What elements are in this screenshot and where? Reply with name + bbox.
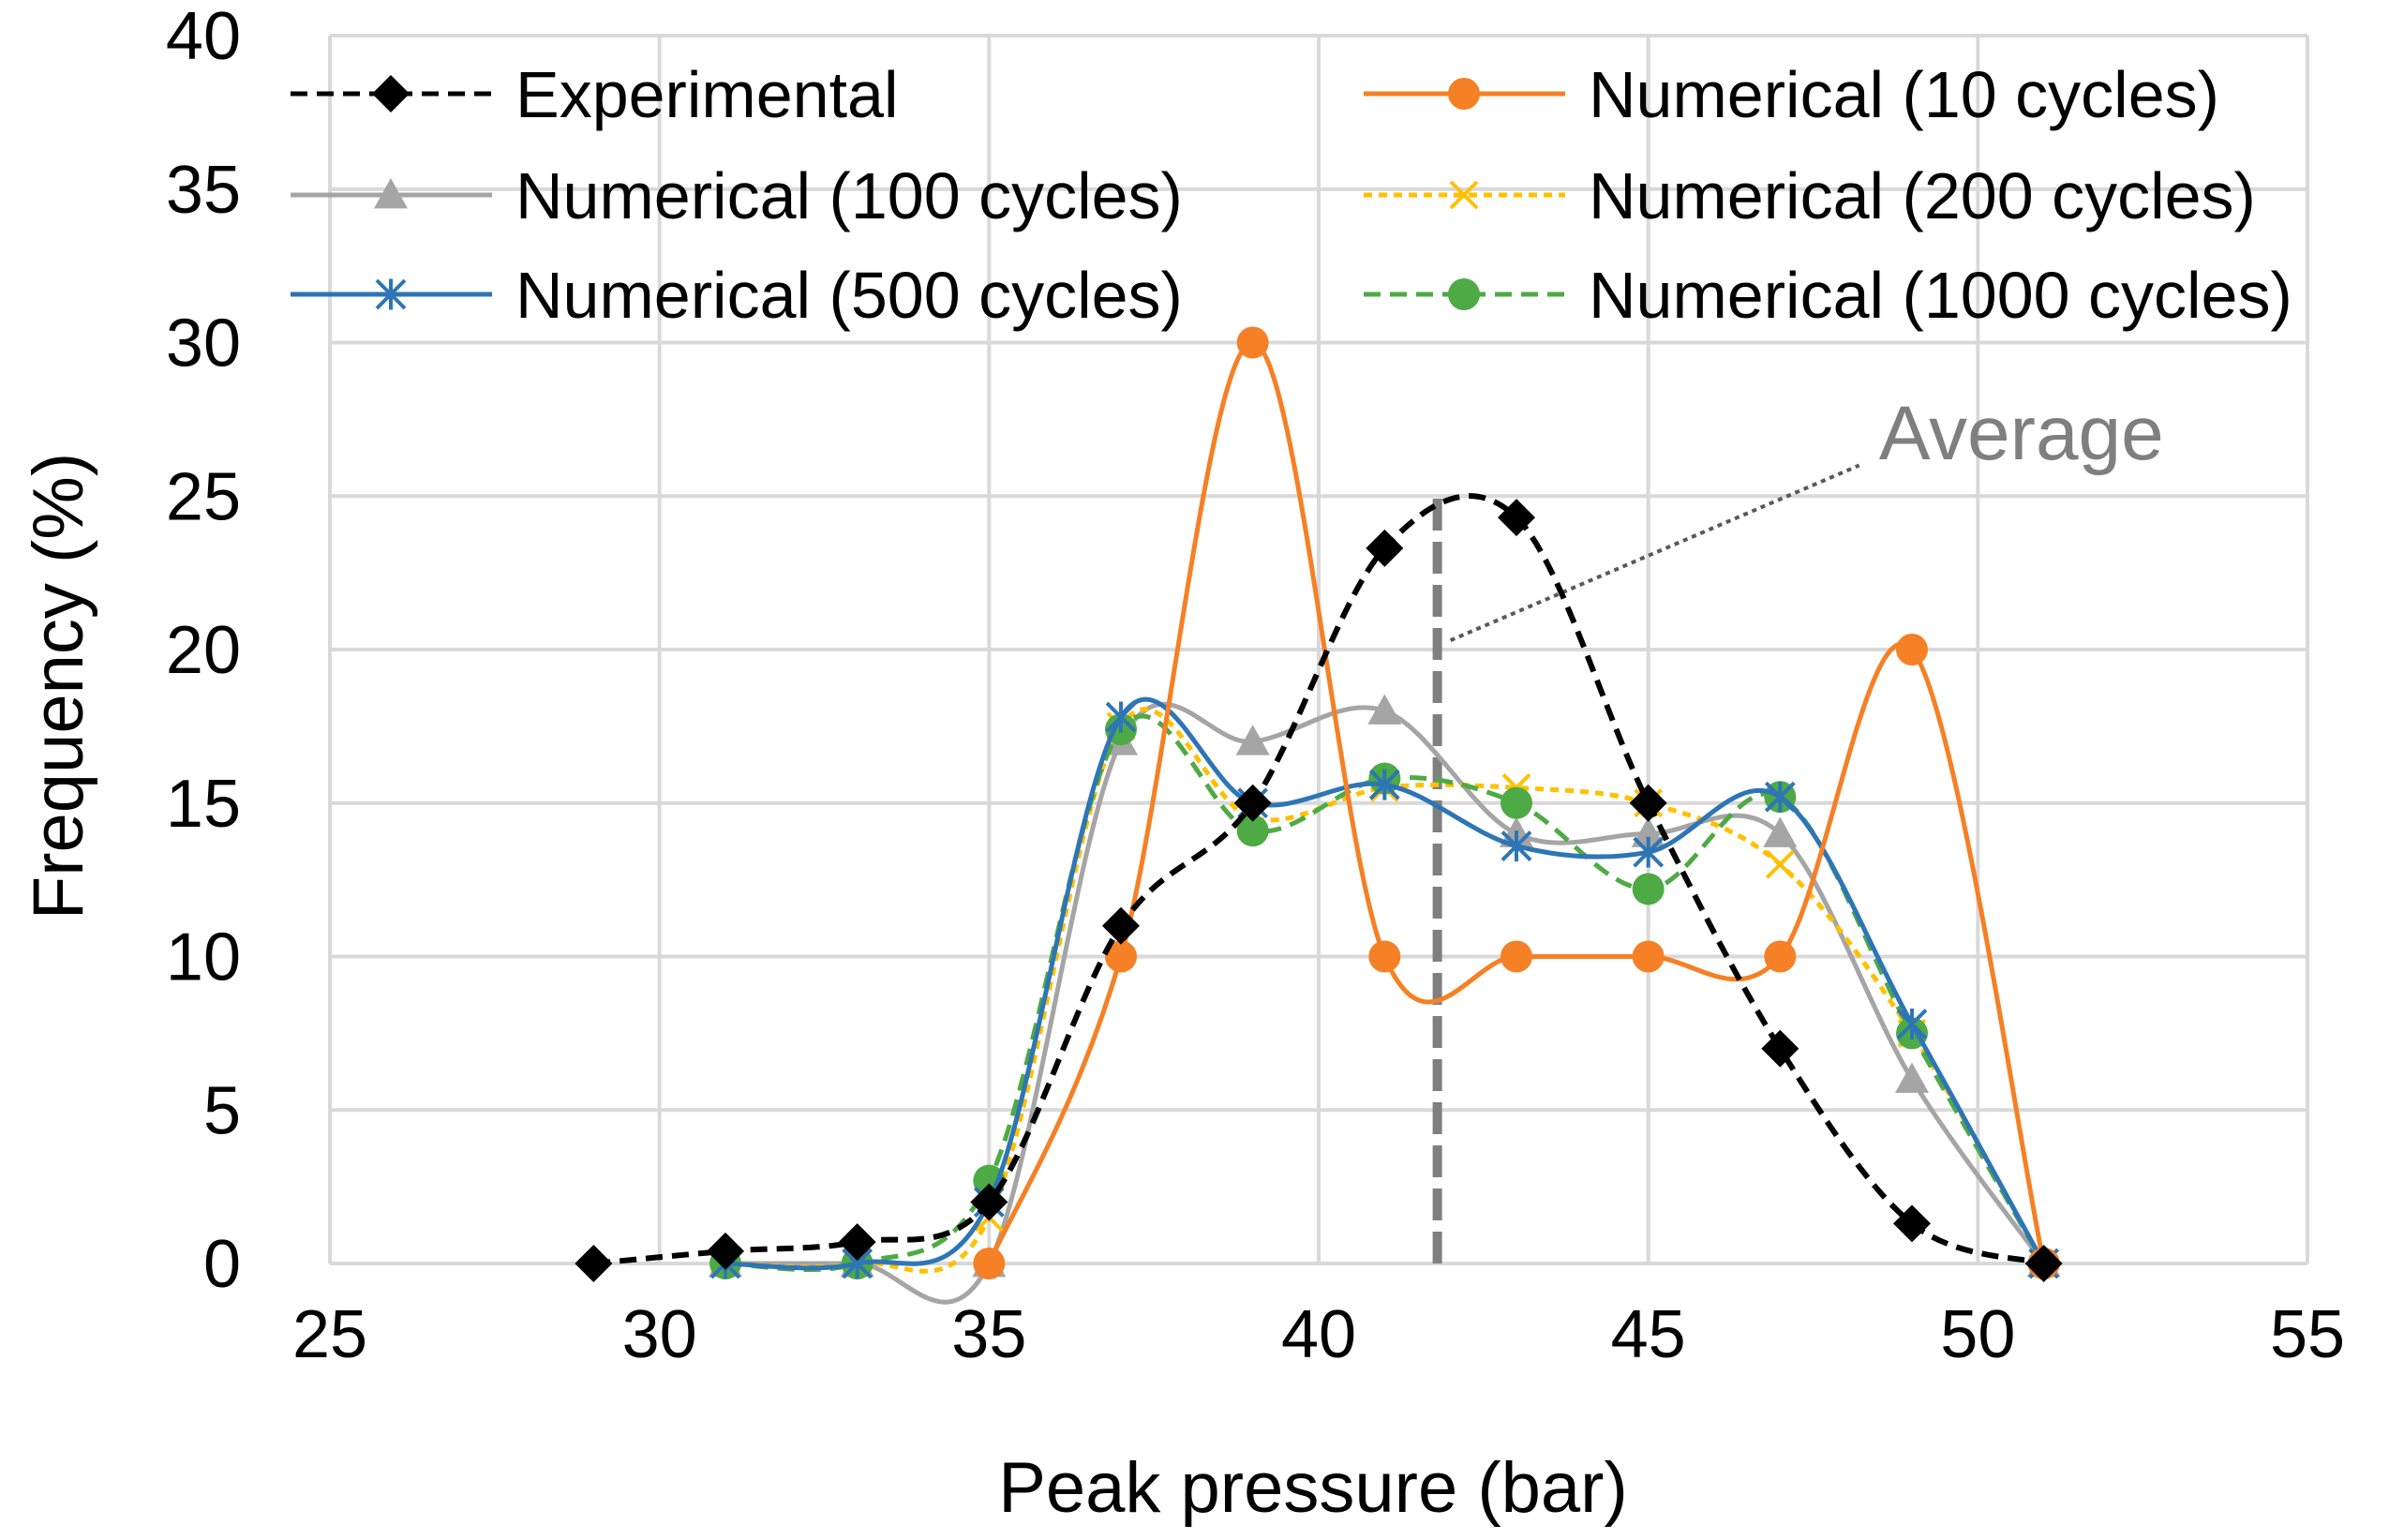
- point-0-7: [1498, 499, 1535, 537]
- point-2-7: [1631, 816, 1665, 847]
- legend-item-0: Experimental: [291, 58, 899, 131]
- x-tick-label-2: 35: [951, 1297, 1026, 1372]
- y-tick-label-5: 25: [166, 459, 241, 534]
- point-4-6: [1501, 830, 1532, 862]
- y-tick-label-7: 35: [166, 153, 241, 228]
- point-0-9: [1761, 1029, 1799, 1068]
- series-line-2: [724, 701, 2046, 1305]
- y-tick-label-6: 30: [166, 307, 241, 381]
- series-4: [709, 696, 2060, 1279]
- point-1-3: [1368, 940, 1401, 973]
- point-1-5: [1632, 940, 1665, 973]
- point-3-8: [1765, 849, 1795, 879]
- point-1-4: [1501, 940, 1532, 973]
- legend-item-4: Numerical (500 cycles): [291, 259, 1183, 332]
- legend-item-3: Numerical (200 cycles): [1364, 159, 2256, 232]
- x-tick-label-3: 40: [1281, 1297, 1356, 1372]
- point-0-1: [707, 1232, 744, 1270]
- point-0-11: [2024, 1245, 2063, 1282]
- legend-label-4: Numerical (500 cycles): [515, 259, 1183, 332]
- point-0-0: [575, 1245, 613, 1282]
- legend-marker-1: [1448, 78, 1480, 110]
- point-4-9: [1896, 1009, 1928, 1040]
- point-0-5: [1233, 784, 1272, 822]
- legend-marker-5: [1448, 278, 1480, 310]
- x-tick-label-4: 45: [1611, 1297, 1686, 1372]
- series-line-0: [593, 493, 2045, 1266]
- axes: 25 30 35 40 45 50 55 0 5 10 15 20 25 30 35 40: [166, 0, 2345, 1372]
- point-2-5: [1367, 694, 1402, 725]
- point-4-5: [1368, 769, 1400, 800]
- point-0-2: [838, 1223, 876, 1262]
- y-tick-label-3: 15: [166, 767, 241, 842]
- legend-label-3: Numerical (200 cycles): [1589, 159, 2256, 232]
- y-tick-label-8: 40: [166, 0, 241, 74]
- legend-label-0: Experimental: [515, 58, 899, 131]
- average-pointer-line: [1449, 463, 1860, 643]
- point-4-3: [1105, 701, 1137, 733]
- legend-item-1: Numerical (10 cycles): [1364, 58, 2219, 131]
- point-5-7: [1632, 873, 1665, 905]
- y-axis-title: Frequency (%): [19, 453, 98, 920]
- legend-marker-3: [1449, 180, 1479, 210]
- point-4-8: [1764, 781, 1796, 813]
- point-1-1: [1105, 940, 1137, 973]
- legend-label-5: Numerical (1000 cycles): [1589, 259, 2292, 332]
- legend: Experimental Numerical (10 cycles) Numeric…: [291, 58, 2292, 332]
- point-5-6: [1501, 786, 1532, 819]
- series-0: [575, 493, 2063, 1282]
- point-0-3: [970, 1183, 1008, 1221]
- x-tick-label-1: 30: [622, 1297, 697, 1372]
- legend-item-2: Numerical (100 cycles): [291, 159, 1183, 232]
- legend-label-1: Numerical (10 cycles): [1589, 58, 2219, 131]
- y-tick-label-0: 0: [203, 1227, 241, 1302]
- point-2-9: [1895, 1062, 1929, 1093]
- point-0-4: [1102, 906, 1140, 945]
- legend-marker-0: [372, 75, 410, 112]
- legend-marker-2: [374, 178, 408, 209]
- point-4-7: [1633, 836, 1665, 868]
- legend-item-5: Numerical (1000 cycles): [1364, 259, 2292, 332]
- point-2-4: [1235, 725, 1270, 755]
- series: [575, 326, 2063, 1305]
- point-2-8: [1763, 816, 1798, 847]
- x-axis-title: Peak pressure (bar): [998, 1448, 1628, 1528]
- x-tick-label-0: 25: [292, 1297, 367, 1372]
- point-0-8: [1629, 784, 1667, 822]
- x-tick-label-5: 50: [1940, 1297, 2015, 1372]
- grid: [330, 34, 2309, 1263]
- legend-marker-4: [375, 278, 407, 310]
- series-line-3: [724, 707, 2046, 1274]
- y-tick-label-2: 10: [166, 920, 241, 995]
- point-1-0: [973, 1248, 1006, 1279]
- point-1-7: [1896, 634, 1928, 665]
- legend-label-2: Numerical (100 cycles): [515, 159, 1183, 232]
- point-0-6: [1366, 529, 1404, 567]
- point-1-2: [1236, 326, 1269, 359]
- average-label: Average: [1879, 391, 2164, 476]
- point-5-4: [1236, 815, 1269, 847]
- y-tick-label-1: 5: [203, 1073, 241, 1148]
- point-1-6: [1764, 940, 1797, 973]
- x-tick-label-6: 55: [2270, 1297, 2345, 1372]
- point-0-10: [1893, 1204, 1931, 1243]
- series-1: [973, 326, 2060, 1279]
- y-tick-label-4: 20: [166, 613, 241, 688]
